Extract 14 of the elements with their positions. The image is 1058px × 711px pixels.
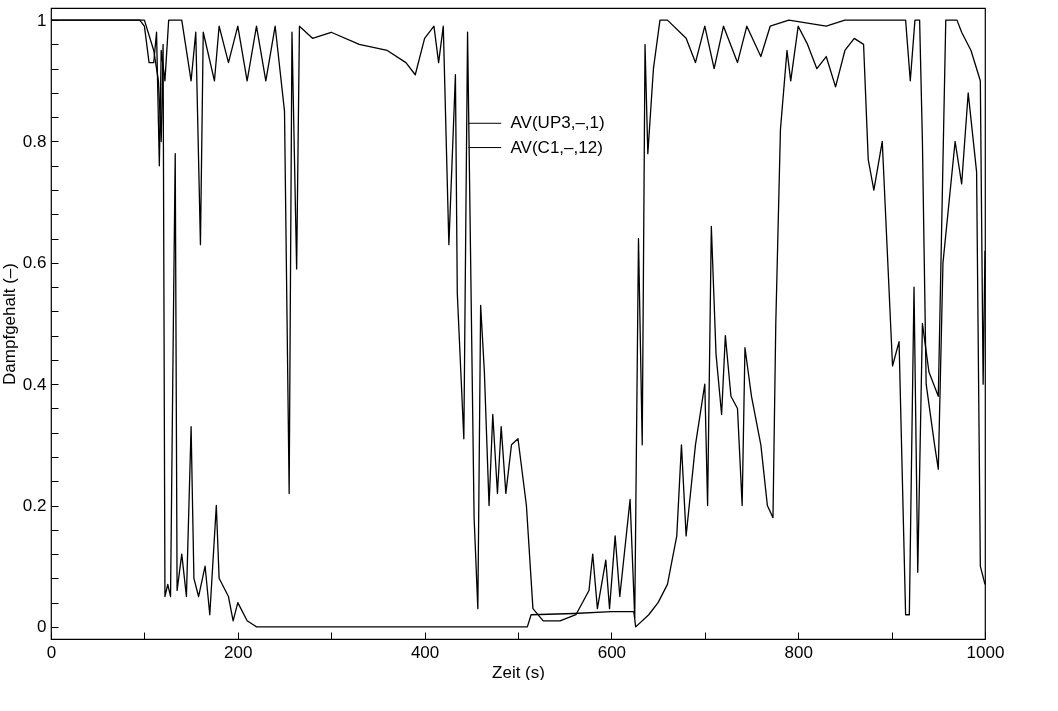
- y-axis-title: Dampfgehalt (–): [0, 263, 19, 385]
- x-tick-label: 600: [597, 642, 627, 662]
- x-tick-label: 800: [784, 642, 813, 662]
- y-tick-label: 0.6: [22, 253, 47, 273]
- y-tick-label: 0.8: [22, 131, 47, 151]
- y-tick-label: 1: [37, 10, 47, 30]
- x-tick-label: 200: [224, 642, 253, 662]
- y-tick-label: 0.4: [22, 374, 47, 394]
- x-tick-label: 1000: [966, 642, 1005, 662]
- legend-label: AV(UP3,–,1): [510, 113, 605, 133]
- legend-label: AV(C1,–,12): [510, 137, 603, 157]
- y-tick-label: 0: [37, 617, 47, 637]
- x-tick-label: 400: [410, 642, 440, 662]
- y-tick-label: 0.2: [22, 496, 47, 516]
